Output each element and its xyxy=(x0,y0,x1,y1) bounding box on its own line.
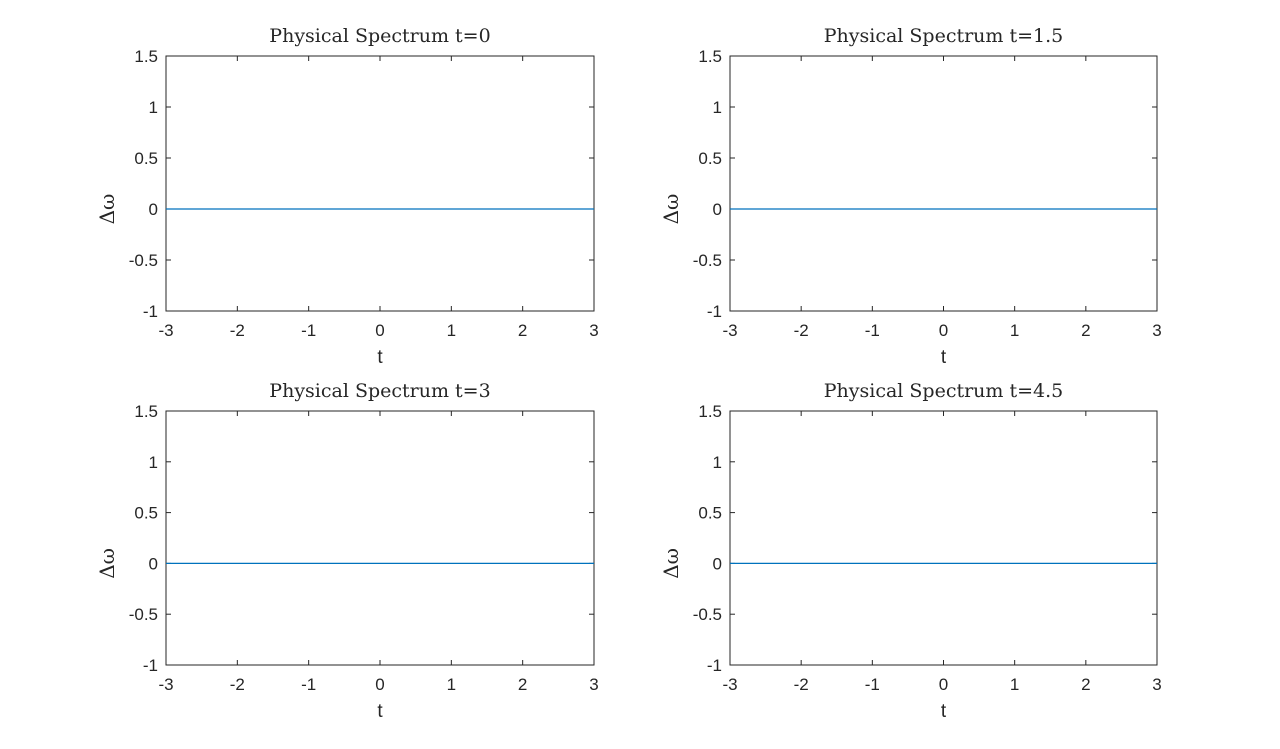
x-tick-label: 1 xyxy=(447,321,456,340)
x-tick-label: -1 xyxy=(301,675,316,694)
x-axis-label: t xyxy=(941,701,947,722)
y-tick-label: -1 xyxy=(143,302,158,321)
x-axis-label: t xyxy=(377,347,383,368)
x-tick-label: -2 xyxy=(794,675,809,694)
y-tick-label: -1 xyxy=(707,656,722,675)
x-tick-label: -3 xyxy=(158,675,173,694)
x-tick-label: -3 xyxy=(158,321,173,340)
x-tick-label: 2 xyxy=(518,321,527,340)
y-tick-label: 1.5 xyxy=(134,402,158,421)
x-tick-label: 3 xyxy=(589,321,598,340)
y-tick-label: -0.5 xyxy=(693,251,722,270)
y-tick-label: -0.5 xyxy=(129,605,158,624)
subplot-3: -3 -2 -1 0 1 2 3 -1 -0.5 0 0.5 1 1.5 Physical Spectru… xyxy=(95,380,599,722)
y-tick-label: 1.5 xyxy=(698,402,722,421)
y-tick-label: 1 xyxy=(149,453,158,472)
y-axis-label: Δω xyxy=(659,548,683,579)
y-tick-label: 1.5 xyxy=(698,47,722,66)
x-tick-label: 2 xyxy=(1081,321,1090,340)
x-tick-label: 3 xyxy=(589,675,598,694)
y-tick-label: 1 xyxy=(713,453,722,472)
x-tick-label: 0 xyxy=(375,321,384,340)
y-tick-label: 0 xyxy=(713,554,722,573)
x-tick-label: -1 xyxy=(865,321,880,340)
x-tick-label: -3 xyxy=(722,675,737,694)
subplot-2: -3 -2 -1 0 1 2 3 -1 -0.5 0 0.5 1 1.5 Physical Spectru… xyxy=(659,25,1162,368)
y-tick-label: -0.5 xyxy=(693,605,722,624)
x-tick-label: 1 xyxy=(447,675,456,694)
y-tick-label: -1 xyxy=(707,302,722,321)
x-tick-label: -1 xyxy=(865,675,880,694)
subplot-title: Physical Spectrum t=0 xyxy=(269,25,490,47)
subplot-4: -3 -2 -1 0 1 2 3 -1 -0.5 0 0.5 1 1.5 Physical Spectru… xyxy=(659,380,1162,722)
y-tick-label: 1 xyxy=(149,98,158,117)
y-tick-label: 0.5 xyxy=(134,149,158,168)
subplot-1: -3 -2 -1 0 1 2 3 -1 -0.5 0 0.5 1 1.5 Physical Spectru… xyxy=(95,25,599,368)
subplot-title: Physical Spectrum t=1.5 xyxy=(824,25,1064,47)
x-tick-label: 3 xyxy=(1152,321,1161,340)
y-tick-label: -0.5 xyxy=(129,251,158,270)
x-axis-label: t xyxy=(377,701,383,722)
x-tick-label: -2 xyxy=(230,675,245,694)
y-axis-label: Δω xyxy=(659,194,683,225)
subplot-title: Physical Spectrum t=3 xyxy=(269,380,490,402)
axes-frame xyxy=(165,55,595,312)
x-tick-label: -2 xyxy=(794,321,809,340)
y-axis-label: Δω xyxy=(95,548,119,579)
y-tick-label: 0 xyxy=(713,200,722,219)
axes-frame xyxy=(165,410,595,666)
subplot-title: Physical Spectrum t=4.5 xyxy=(824,380,1064,402)
x-tick-label: -3 xyxy=(722,321,737,340)
x-axis-label: t xyxy=(941,347,947,368)
x-tick-label: 2 xyxy=(518,675,527,694)
x-tick-label: 0 xyxy=(939,321,948,340)
x-tick-label: 1 xyxy=(1010,321,1019,340)
x-tick-label: -1 xyxy=(301,321,316,340)
x-tick-label: 2 xyxy=(1081,675,1090,694)
x-tick-label: 0 xyxy=(939,675,948,694)
y-tick-label: 1 xyxy=(713,98,722,117)
x-tick-label: -2 xyxy=(230,321,245,340)
x-tick-label: 0 xyxy=(375,675,384,694)
y-tick-label: 1.5 xyxy=(134,47,158,66)
y-tick-label: 0.5 xyxy=(698,149,722,168)
y-tick-label: 0 xyxy=(149,554,158,573)
y-tick-label: 0 xyxy=(149,200,158,219)
y-axis-label: Δω xyxy=(95,194,119,225)
x-tick-label: 1 xyxy=(1010,675,1019,694)
axes-frame xyxy=(729,55,1158,312)
axes-frame xyxy=(729,410,1158,666)
y-tick-label: -1 xyxy=(143,656,158,675)
y-tick-label: 0.5 xyxy=(698,504,722,523)
y-tick-label: 0.5 xyxy=(134,504,158,523)
x-tick-label: 3 xyxy=(1152,675,1161,694)
